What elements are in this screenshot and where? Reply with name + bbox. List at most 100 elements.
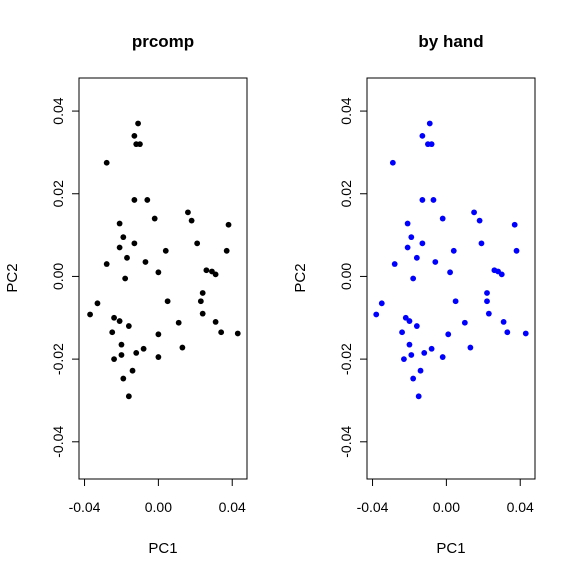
- x-tick-label: 0.00: [433, 499, 460, 515]
- data-point: [440, 216, 446, 222]
- data-point: [213, 319, 219, 325]
- data-point: [176, 320, 182, 326]
- data-point: [421, 350, 427, 356]
- data-point: [117, 318, 123, 324]
- y-tick-label: 0.02: [50, 180, 66, 207]
- data-point: [405, 221, 411, 227]
- data-point: [213, 271, 219, 277]
- data-point: [198, 298, 204, 304]
- data-point: [407, 318, 413, 324]
- data-point: [484, 290, 490, 296]
- data-point: [499, 271, 505, 277]
- y-tick-label: 0.00: [338, 263, 354, 290]
- data-point: [414, 323, 420, 329]
- data-point: [419, 133, 425, 139]
- data-point: [486, 311, 492, 317]
- data-point: [224, 248, 230, 254]
- chart-panel-by-hand: by hand -0.04 0.00 0.04 -0.04 -0.02 0.00 0.02…: [292, 32, 535, 557]
- y-tick-label: 0.00: [50, 263, 66, 290]
- data-point: [120, 376, 126, 382]
- data-point: [419, 197, 425, 203]
- data-point: [479, 240, 485, 246]
- y-tick-label: 0.04: [50, 97, 66, 124]
- data-point: [133, 350, 139, 356]
- data-point: [141, 346, 147, 352]
- data-point: [408, 234, 414, 240]
- data-point: [512, 222, 518, 228]
- y-axis-label: PC2: [4, 263, 21, 292]
- data-point: [163, 248, 169, 254]
- data-point: [429, 346, 435, 352]
- data-point: [120, 234, 126, 240]
- data-point: [111, 315, 117, 321]
- data-point: [152, 216, 158, 222]
- data-point: [200, 290, 206, 296]
- y-tick-label: 0.04: [338, 97, 354, 124]
- y-tick-label: -0.04: [338, 426, 354, 458]
- data-point: [119, 342, 125, 348]
- x-axis: -0.04 0.00 0.04: [357, 479, 534, 515]
- data-point: [408, 352, 414, 358]
- data-points: [373, 121, 528, 400]
- data-points: [87, 121, 240, 400]
- data-point: [523, 331, 529, 337]
- data-point: [379, 300, 385, 306]
- data-point: [131, 133, 137, 139]
- data-point: [440, 354, 446, 360]
- data-point: [95, 300, 101, 306]
- data-point: [126, 323, 132, 329]
- data-point: [104, 160, 110, 166]
- data-point: [194, 240, 200, 246]
- data-point: [131, 240, 137, 246]
- data-point: [414, 255, 420, 261]
- data-point: [477, 218, 483, 224]
- chart-title: prcomp: [132, 32, 194, 51]
- data-point: [445, 331, 451, 337]
- data-point: [218, 329, 224, 335]
- data-point: [419, 240, 425, 246]
- data-point: [407, 342, 413, 348]
- data-point: [87, 312, 93, 318]
- data-point: [226, 222, 232, 228]
- data-point: [431, 197, 437, 203]
- chart-panel-prcomp: prcomp -0.04 0.00 0.04 -0.04 -0.02 0.00 0.02 0…: [4, 32, 247, 557]
- x-axis-label: PC1: [148, 540, 177, 557]
- data-point: [143, 259, 149, 265]
- data-point: [130, 368, 136, 374]
- plot-frame: [367, 78, 535, 479]
- data-point: [504, 329, 510, 335]
- data-point: [405, 245, 411, 251]
- data-point: [410, 376, 416, 382]
- data-point: [447, 269, 453, 275]
- data-point: [401, 356, 407, 362]
- data-point: [189, 218, 195, 224]
- y-tick-label: -0.04: [50, 426, 66, 458]
- data-point: [137, 141, 143, 147]
- x-tick-label: -0.04: [69, 499, 101, 515]
- data-point: [410, 276, 416, 282]
- data-point: [203, 267, 209, 273]
- data-point: [429, 141, 435, 147]
- y-axis: -0.04 -0.02 0.00 0.02 0.04: [50, 97, 79, 458]
- data-point: [514, 248, 520, 254]
- data-point: [235, 331, 241, 337]
- data-point: [135, 121, 141, 127]
- data-point: [467, 345, 473, 351]
- data-point: [416, 393, 422, 399]
- data-point: [179, 345, 185, 351]
- data-point: [471, 209, 477, 215]
- y-tick-label: -0.02: [50, 343, 66, 375]
- data-point: [453, 298, 459, 304]
- x-axis-label: PC1: [436, 540, 465, 557]
- data-point: [373, 312, 379, 318]
- data-point: [109, 329, 115, 335]
- data-point: [427, 121, 433, 127]
- data-point: [155, 354, 161, 360]
- x-tick-label: 0.00: [145, 499, 172, 515]
- data-point: [462, 320, 468, 326]
- data-point: [119, 352, 125, 358]
- y-axis: -0.04 -0.02 0.00 0.02 0.04: [338, 97, 367, 458]
- x-tick-label: 0.04: [219, 499, 246, 515]
- data-point: [451, 248, 457, 254]
- data-point: [144, 197, 150, 203]
